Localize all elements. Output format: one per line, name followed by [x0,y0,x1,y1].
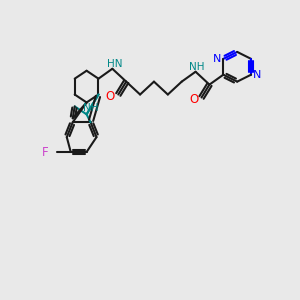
Text: N: N [253,70,261,80]
Text: NH: NH [83,103,98,113]
Text: O: O [189,93,198,106]
Text: N: N [213,54,222,64]
Text: F: F [42,146,49,160]
Text: O: O [106,90,115,103]
Text: HN: HN [106,59,122,69]
Text: NH: NH [189,62,204,72]
